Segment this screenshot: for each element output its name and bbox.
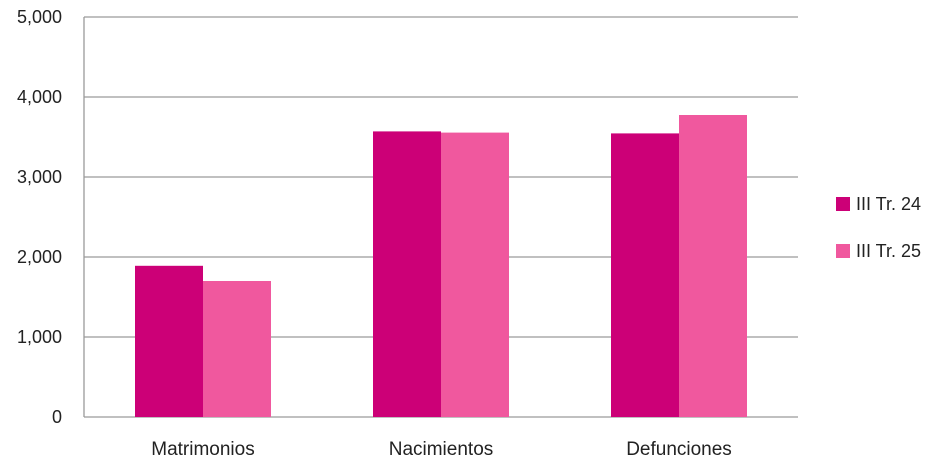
y-tick-label: 3,000 (17, 167, 62, 187)
y-axis-ticks: 0 1,000 2,000 3,000 4,000 5,000 (17, 7, 62, 427)
bars (135, 115, 747, 417)
x-axis-categories: Matrimonios Nacimientos Defunciones (151, 439, 732, 460)
legend-swatch (836, 197, 850, 211)
bar-defunciones-series-2 (679, 115, 747, 417)
bar-matrimonios-series-2 (203, 281, 271, 417)
legend-label: III Tr. 25 (856, 241, 921, 261)
legend: III Tr. 24 III Tr. 25 (836, 194, 921, 261)
x-category-label: Matrimonios (151, 439, 254, 460)
bar-matrimonios-series-1 (135, 265, 203, 417)
legend-swatch (836, 244, 850, 258)
y-tick-label: 4,000 (17, 87, 62, 107)
y-tick-label: 5,000 (17, 7, 62, 27)
bar-defunciones-series-1 (611, 133, 679, 417)
y-tick-label: 1,000 (17, 327, 62, 347)
legend-label: III Tr. 24 (856, 194, 921, 214)
bar-nacimientos-series-2 (441, 132, 509, 417)
y-tick-label: 2,000 (17, 247, 62, 267)
x-category-label: Defunciones (626, 439, 732, 460)
x-category-label: Nacimientos (389, 439, 494, 460)
bar-nacimientos-series-1 (373, 131, 441, 417)
y-tick-label: 0 (52, 407, 62, 427)
